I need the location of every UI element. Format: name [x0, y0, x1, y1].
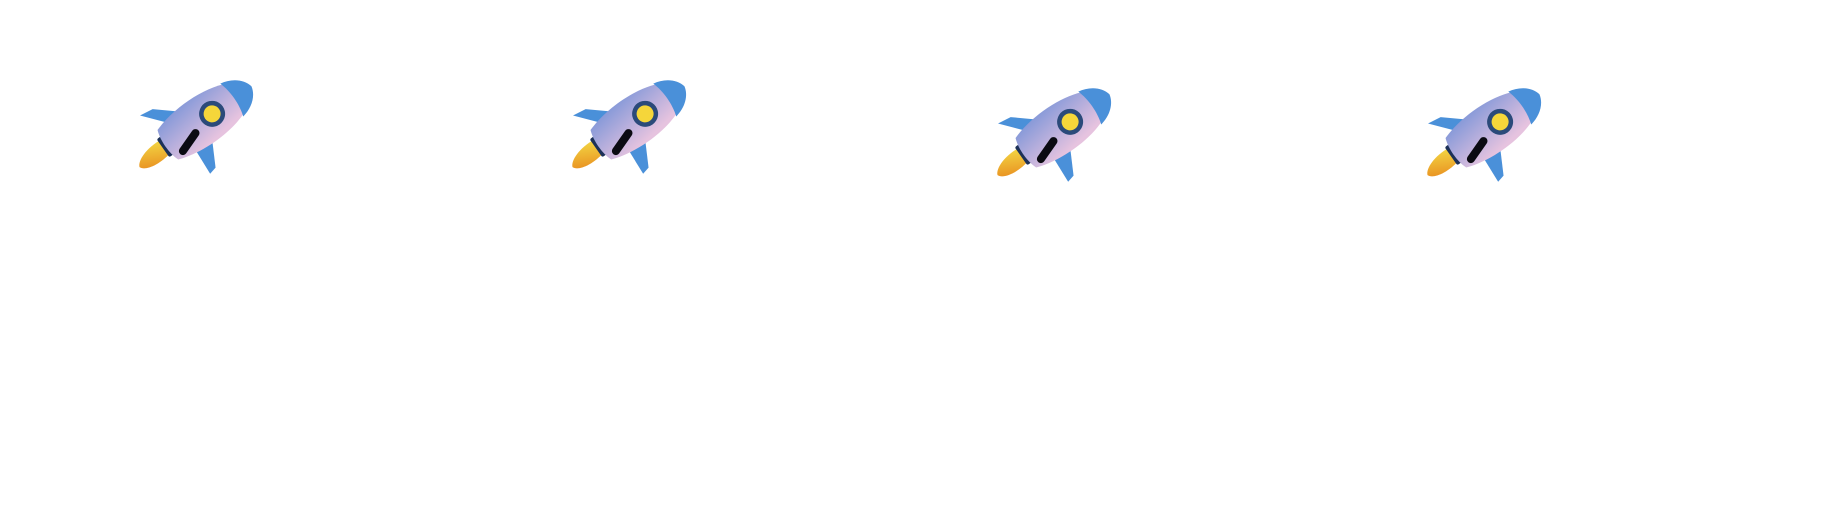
rocket-icon: [1422, 76, 1552, 186]
rocket-window-slot: [1466, 137, 1488, 164]
rocket-graphic: [572, 80, 687, 174]
rocket-porthole-glass: [1061, 113, 1079, 131]
rocket-porthole-glass: [203, 105, 221, 123]
rocket-nose: [220, 80, 254, 117]
rocket-window-slot: [611, 129, 633, 156]
rocket-window-slot: [178, 129, 200, 156]
rocket-icon: [134, 68, 264, 178]
rocket-nose: [1508, 88, 1542, 125]
rocket-icon: [992, 76, 1122, 186]
rocket-window-slot: [1036, 137, 1058, 164]
rocket-icon: [567, 68, 697, 178]
rocket-graphic: [997, 88, 1112, 182]
rocket-nose: [1078, 88, 1112, 125]
rocket-nose: [653, 80, 687, 117]
rocket-graphic: [1427, 88, 1542, 182]
rocket-porthole-glass: [636, 105, 654, 123]
rocket-graphic: [139, 80, 254, 174]
rocket-porthole-glass: [1491, 113, 1509, 131]
